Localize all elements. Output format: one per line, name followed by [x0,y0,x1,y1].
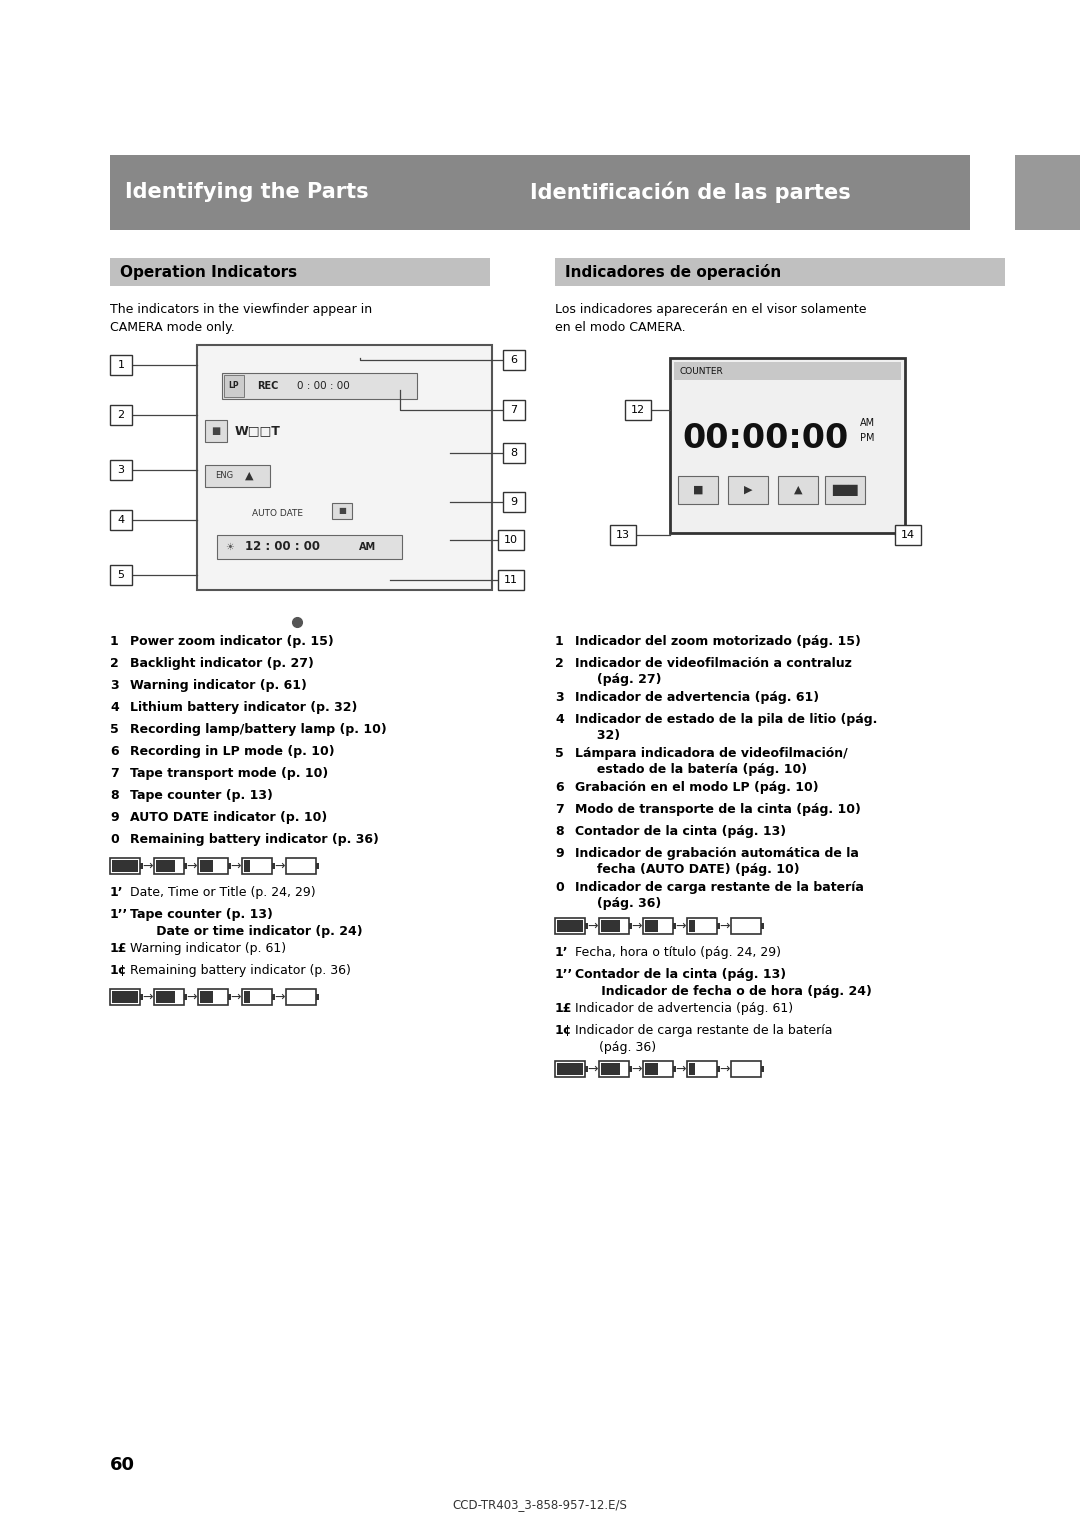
Text: →: → [141,990,152,1004]
Bar [645,1063,658,1076]
Bar [610,526,636,545]
Bar [555,258,1005,286]
Text: ███: ███ [833,484,858,495]
Bar [643,1060,673,1077]
Text: Lámpara indicadora de videofilmación/
     estado de la batería (pág. 10): Lámpara indicadora de videofilmación/ es… [575,747,848,776]
Text: 7: 7 [555,804,564,816]
Bar [689,1063,696,1076]
Bar [205,420,227,442]
Text: 2: 2 [118,410,124,420]
Bar [110,154,970,231]
Text: COUNTER: COUNTER [680,367,724,376]
Text: 12 : 00 : 00: 12 : 00 : 00 [245,541,320,553]
Bar [110,565,132,585]
Bar [198,989,228,1005]
Bar [205,465,270,487]
Text: Indicador de estado de la pila de litio (pág.
     32): Indicador de estado de la pila de litio … [575,714,877,743]
Bar [600,920,620,932]
Text: 1ʼ: 1ʼ [555,946,568,960]
Text: ▲: ▲ [245,471,254,481]
Bar [217,535,402,559]
Bar [228,995,231,999]
Text: REC: REC [257,380,279,391]
Text: 9: 9 [110,811,119,824]
Bar [198,859,228,874]
Bar [674,362,901,380]
Text: 6: 6 [110,746,119,758]
Bar [503,492,525,512]
Text: ▲: ▲ [794,484,802,495]
Text: 1ʼ: 1ʼ [110,886,123,898]
Text: 2: 2 [110,657,119,669]
Text: 5: 5 [118,570,124,581]
Text: →: → [588,1062,597,1076]
Bar [200,992,213,1002]
Text: 1£: 1£ [555,1002,572,1015]
Bar [503,350,525,370]
Text: 3: 3 [118,465,124,475]
Text: 2: 2 [555,657,564,669]
Text: Warning indicator (p. 61): Warning indicator (p. 61) [130,678,307,692]
Text: →: → [719,920,729,932]
Text: 8: 8 [110,788,119,802]
Bar [110,460,132,480]
Text: Identificación de las partes: Identificación de las partes [530,182,851,203]
Text: Operation Indicators: Operation Indicators [120,264,297,280]
Bar [156,860,175,872]
Bar [272,863,275,869]
Text: Indicadores de operación: Indicadores de operación [565,264,781,280]
Bar [728,477,768,504]
Text: CCD-TR403_3-858-957-12.E/S: CCD-TR403_3-858-957-12.E/S [453,1499,627,1511]
Text: Indicador del zoom motorizado (pág. 15): Indicador del zoom motorizado (pág. 15) [575,636,861,648]
Bar [557,920,583,932]
Bar [110,354,132,374]
Bar [156,992,175,1002]
Text: 1: 1 [555,636,564,648]
Bar [110,859,140,874]
Text: 5: 5 [110,723,119,736]
Bar [673,1067,676,1073]
Bar [112,992,138,1002]
Bar [242,989,272,1005]
Bar [242,859,272,874]
Bar [629,923,632,929]
Text: →: → [631,1062,642,1076]
Bar [184,995,187,999]
Text: Remaining battery indicator (p. 36): Remaining battery indicator (p. 36) [130,964,351,976]
Bar [673,923,676,929]
Text: 13: 13 [616,530,630,539]
Bar [200,860,213,872]
Text: Power zoom indicator (p. 15): Power zoom indicator (p. 15) [130,636,334,648]
Bar [717,1067,720,1073]
Text: Remaining battery indicator (p. 36): Remaining battery indicator (p. 36) [130,833,379,847]
Text: →: → [675,920,686,932]
Bar [731,918,761,934]
Bar [778,477,818,504]
Bar [244,992,249,1002]
Text: ■: ■ [212,426,220,435]
Text: →: → [230,859,241,872]
Bar [286,859,316,874]
Text: 1ʼʼ: 1ʼʼ [555,969,573,981]
Text: 00:00:00: 00:00:00 [681,422,848,454]
Text: Backlight indicator (p. 27): Backlight indicator (p. 27) [130,657,314,669]
Text: 4: 4 [118,515,124,526]
Bar [154,859,184,874]
Text: 8: 8 [511,448,517,458]
Bar [140,863,143,869]
Text: Modo de transporte de la cinta (pág. 10): Modo de transporte de la cinta (pág. 10) [575,804,861,816]
Text: Tape counter (p. 13)
      Date or time indicator (p. 24): Tape counter (p. 13) Date or time indica… [130,908,363,938]
Text: 11: 11 [504,575,518,585]
Bar [110,405,132,425]
Text: Los indicadores aparecerán en el visor solamente
en el modo CAMERA.: Los indicadores aparecerán en el visor s… [555,303,866,335]
Text: 1: 1 [110,636,119,648]
Text: Tape counter (p. 13): Tape counter (p. 13) [130,788,273,802]
Bar [625,400,651,420]
Bar [1015,154,1080,231]
Text: AUTO DATE indicator (p. 10): AUTO DATE indicator (p. 10) [130,811,327,824]
Bar [184,863,187,869]
Text: Fecha, hora o título (pág. 24, 29): Fecha, hora o título (pág. 24, 29) [575,946,781,960]
Bar [643,918,673,934]
Text: Date, Time or Title (p. 24, 29): Date, Time or Title (p. 24, 29) [130,886,315,898]
Text: AUTO DATE: AUTO DATE [252,509,303,518]
